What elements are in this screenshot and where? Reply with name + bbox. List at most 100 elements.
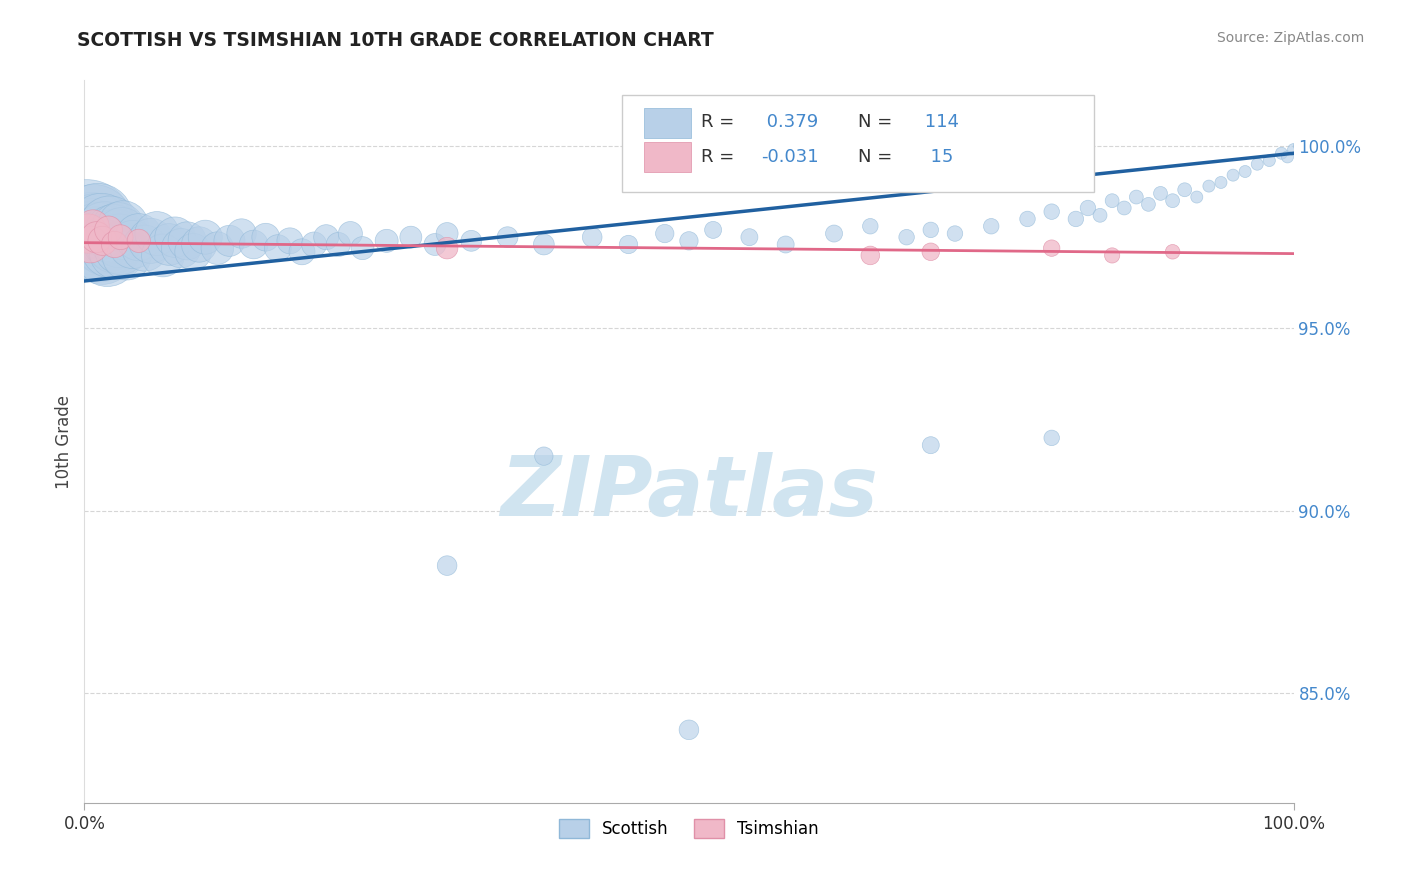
- Point: [581, 230, 603, 244]
- Point: [1161, 244, 1184, 259]
- Point: [94, 237, 117, 252]
- Point: [218, 234, 240, 248]
- Point: [352, 241, 374, 255]
- Point: [859, 219, 882, 234]
- Point: [152, 248, 174, 262]
- Point: [920, 244, 942, 259]
- Text: SCOTTISH VS TSIMSHIAN 10TH GRADE CORRELATION CHART: SCOTTISH VS TSIMSHIAN 10TH GRADE CORRELA…: [77, 31, 714, 50]
- Point: [1174, 183, 1197, 197]
- Point: [436, 227, 458, 241]
- Text: -0.031: -0.031: [762, 148, 820, 166]
- Point: [1185, 190, 1208, 204]
- Point: [423, 237, 446, 252]
- Point: [157, 237, 180, 252]
- Point: [1040, 431, 1063, 445]
- Point: [77, 227, 100, 241]
- Text: Source: ZipAtlas.com: Source: ZipAtlas.com: [1216, 31, 1364, 45]
- Point: [1077, 201, 1099, 215]
- Point: [115, 248, 138, 262]
- Point: [1198, 179, 1220, 194]
- Point: [134, 241, 156, 255]
- Point: [617, 237, 640, 252]
- Point: [302, 237, 325, 252]
- Point: [920, 438, 942, 452]
- Point: [146, 227, 169, 241]
- Point: [702, 223, 724, 237]
- Point: [110, 241, 132, 255]
- Point: [339, 227, 361, 241]
- Point: [315, 230, 337, 244]
- Point: [121, 237, 143, 252]
- Point: [436, 558, 458, 573]
- Text: 15: 15: [918, 148, 953, 166]
- Point: [1114, 201, 1136, 215]
- Point: [460, 234, 482, 248]
- Text: N =: N =: [858, 113, 893, 131]
- Point: [1234, 164, 1257, 178]
- Point: [207, 241, 229, 255]
- Point: [1137, 197, 1160, 211]
- Point: [1017, 211, 1039, 226]
- Point: [176, 234, 198, 248]
- Point: [128, 234, 150, 248]
- Point: [91, 244, 114, 259]
- Point: [97, 230, 120, 244]
- Point: [112, 219, 135, 234]
- Point: [170, 241, 193, 255]
- Point: [1288, 139, 1310, 153]
- FancyBboxPatch shape: [623, 95, 1094, 193]
- Point: [194, 230, 217, 244]
- Point: [980, 219, 1002, 234]
- Point: [1101, 194, 1123, 208]
- Point: [1277, 150, 1299, 164]
- Point: [533, 449, 555, 463]
- Point: [242, 237, 264, 252]
- Point: [775, 237, 797, 252]
- Point: [291, 244, 314, 259]
- Point: [93, 234, 115, 248]
- Point: [94, 227, 117, 241]
- Point: [104, 230, 127, 244]
- Point: [1040, 241, 1063, 255]
- Point: [80, 227, 103, 241]
- Point: [678, 723, 700, 737]
- Text: R =: R =: [702, 148, 734, 166]
- Point: [1088, 208, 1111, 222]
- Point: [84, 237, 107, 252]
- Point: [1246, 157, 1268, 171]
- Point: [77, 230, 100, 244]
- Point: [90, 219, 112, 234]
- Point: [738, 230, 761, 244]
- Point: [96, 248, 118, 262]
- Point: [1101, 248, 1123, 262]
- FancyBboxPatch shape: [644, 142, 692, 172]
- Point: [89, 241, 111, 255]
- Point: [86, 211, 108, 226]
- Point: [1282, 143, 1305, 157]
- FancyBboxPatch shape: [644, 108, 692, 138]
- Point: [859, 248, 882, 262]
- Point: [82, 219, 104, 234]
- Point: [823, 227, 845, 241]
- Point: [87, 230, 110, 244]
- Point: [107, 223, 129, 237]
- Point: [1040, 204, 1063, 219]
- Text: ZIPatlas: ZIPatlas: [501, 451, 877, 533]
- Point: [128, 230, 150, 244]
- Point: [496, 230, 519, 244]
- Point: [1270, 146, 1292, 161]
- Point: [1149, 186, 1171, 201]
- Legend: Scottish, Tsimshian: Scottish, Tsimshian: [553, 813, 825, 845]
- Point: [91, 234, 114, 248]
- Point: [83, 216, 105, 230]
- Point: [375, 234, 398, 248]
- Point: [105, 244, 128, 259]
- Point: [1064, 211, 1087, 226]
- Point: [76, 219, 98, 234]
- Point: [79, 237, 101, 252]
- Point: [103, 227, 125, 241]
- Text: 0.379: 0.379: [762, 113, 818, 131]
- Point: [79, 241, 101, 255]
- Point: [254, 230, 277, 244]
- Point: [181, 244, 204, 259]
